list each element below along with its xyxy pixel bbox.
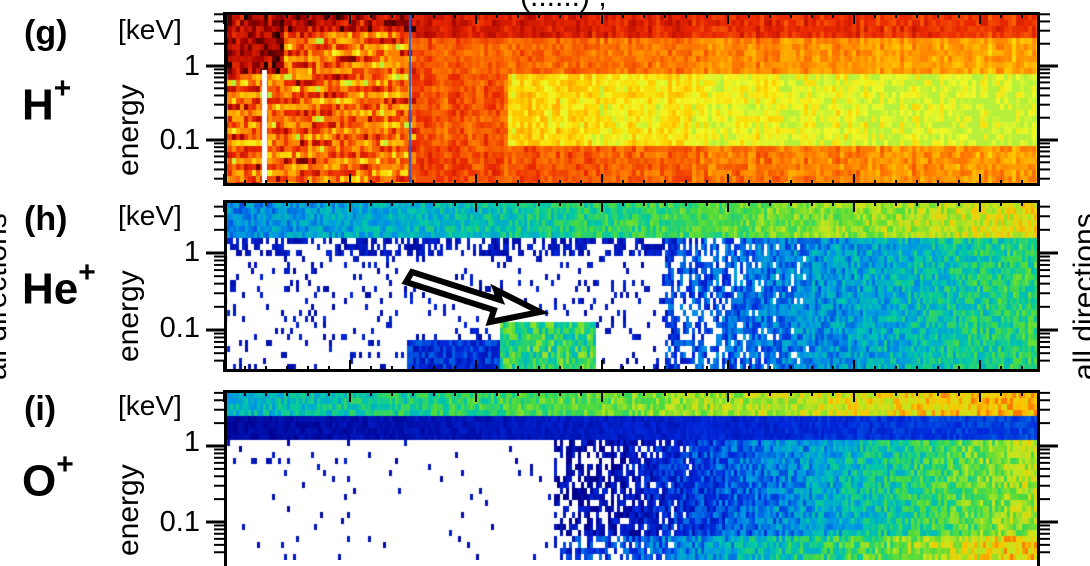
panel-label-g: (g) — [24, 14, 68, 52]
ytick-i-1: 1 — [183, 426, 200, 458]
ytick-h-01: 0.1 — [159, 312, 200, 344]
spectrogram-he-plus — [224, 202, 1040, 370]
ytick-g-1: 1 — [183, 50, 200, 82]
species-label-o: O+ — [22, 448, 74, 506]
annotation-arrow — [401, 268, 550, 326]
unit-label-i: [keV] — [118, 390, 182, 421]
panel-frame-i — [224, 390, 1040, 566]
spectrogram-h-plus — [224, 14, 1040, 184]
ytick-g-01: 0.1 — [159, 124, 200, 156]
panel-label-h: (h) — [24, 200, 68, 238]
ytick-i-01: 0.1 — [159, 506, 200, 538]
species-label-he: He+ — [22, 256, 96, 314]
top-title-fragment: (......) , — [520, 0, 607, 14]
species-label-h: H+ — [22, 72, 72, 130]
unit-label-h: [keV] — [118, 200, 182, 231]
ytick-h-1: 1 — [183, 236, 200, 268]
spectrogram-o-plus — [224, 392, 1040, 560]
panel-frame-g — [224, 12, 1040, 186]
unit-label-g: [keV] — [118, 14, 182, 45]
panel-frame-h — [224, 200, 1040, 372]
panel-label-i: (i) — [24, 390, 57, 428]
